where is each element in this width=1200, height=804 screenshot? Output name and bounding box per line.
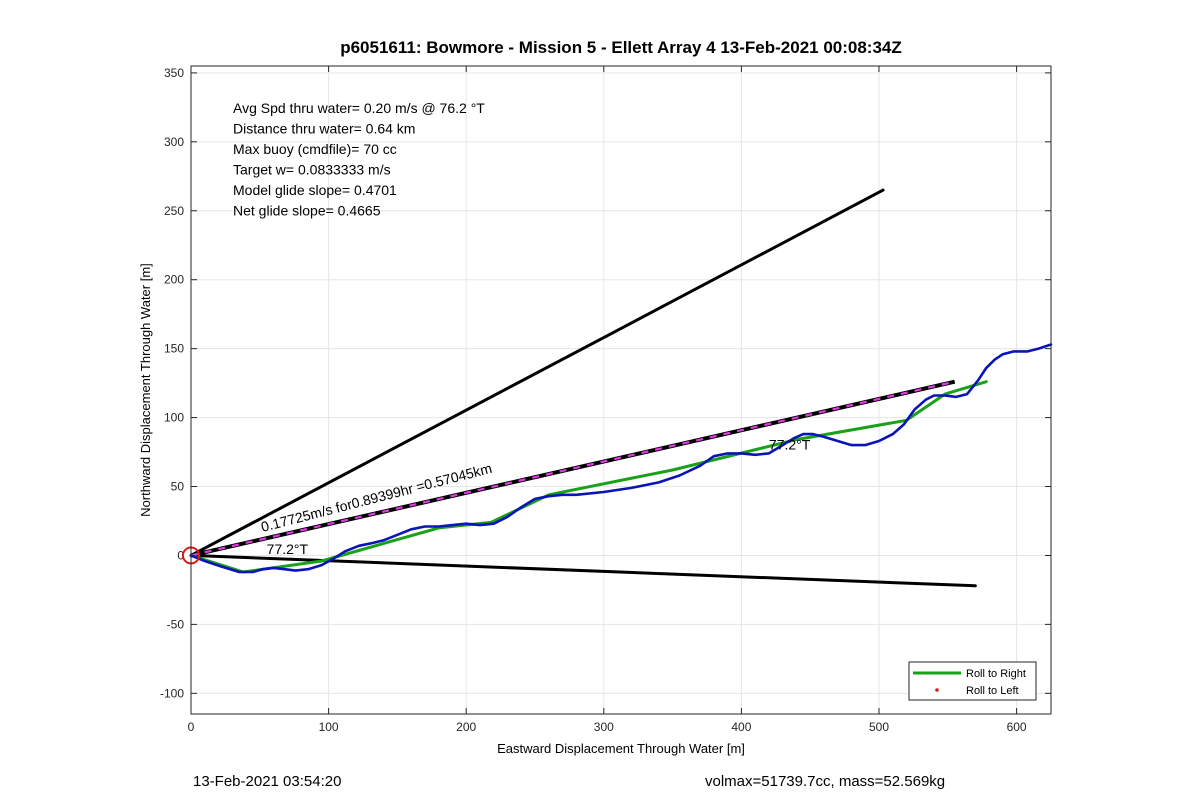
axis-ticks: 0 100 200 300 400 500 600 -100 -50 0 50 100 150 200 25… <box>160 66 1051 734</box>
legend-label: Roll to Left <box>966 685 1019 697</box>
chart-title: p6051611: Bowmore - Mission 5 - Ellett A… <box>340 38 902 57</box>
stats-line: Avg Spd thru water= 0.20 m/s @ 76.2 °T <box>233 100 485 116</box>
stats-text-block: Avg Spd thru water= 0.20 m/s @ 76.2 °T Di… <box>233 100 485 219</box>
y-tick-label: -100 <box>160 686 184 700</box>
series-cone-upper <box>189 188 885 557</box>
y-tick-label: 100 <box>164 411 184 425</box>
stats-line: Max buoy (cmdfile)= 70 cc <box>233 141 397 157</box>
y-tick-label: 200 <box>164 273 184 287</box>
series-roll-right <box>189 380 988 574</box>
annotation-1: 77.2°T <box>267 541 309 557</box>
y-tick-label: 50 <box>171 480 185 494</box>
x-axis-label: Eastward Displacement Through Water [m] <box>497 741 745 756</box>
legend-box <box>908 661 1037 701</box>
stats-line: Net glide slope= 0.4665 <box>233 203 381 219</box>
y-tick-label: 0 <box>177 548 184 562</box>
annotation-2: 77.2°T <box>769 436 811 452</box>
y-tick-label: 300 <box>164 135 184 149</box>
grid-lines <box>190 66 1051 714</box>
plot-frame <box>190 65 1052 715</box>
y-tick-label: 250 <box>164 204 184 218</box>
legend-swatch-dot <box>935 688 939 692</box>
stats-line: Target w= 0.0833333 m/s <box>233 162 391 178</box>
x-tick-label: 200 <box>456 720 476 734</box>
footer-vehicle-info: volmax=51739.7cc, mass=52.569kg <box>705 773 946 790</box>
stats-line: Distance thru water= 0.64 km <box>233 121 415 137</box>
x-tick-label: 400 <box>731 720 751 734</box>
footer-timestamp: 13-Feb-2021 03:54:20 <box>193 773 342 790</box>
series-glider-track <box>189 343 1053 574</box>
y-tick-label: -50 <box>167 617 185 631</box>
x-tick-label: 0 <box>188 720 195 734</box>
data-series <box>182 188 1053 588</box>
legend-label: Roll to Right <box>966 668 1026 680</box>
y-tick-label: 350 <box>164 66 184 80</box>
x-tick-label: 100 <box>319 720 339 734</box>
legend: Roll to Right Roll to Left <box>908 661 1037 701</box>
x-tick-label: 500 <box>869 720 889 734</box>
stats-line: Model glide slope= 0.4701 <box>233 182 397 198</box>
y-axis-label: Northward Displacement Through Water [m] <box>138 263 153 517</box>
series-mean-track-dash <box>190 380 955 557</box>
x-tick-label: 600 <box>1007 720 1027 734</box>
x-tick-label: 300 <box>594 720 614 734</box>
series-cone-lower <box>189 553 977 588</box>
y-tick-label: 150 <box>164 342 184 356</box>
